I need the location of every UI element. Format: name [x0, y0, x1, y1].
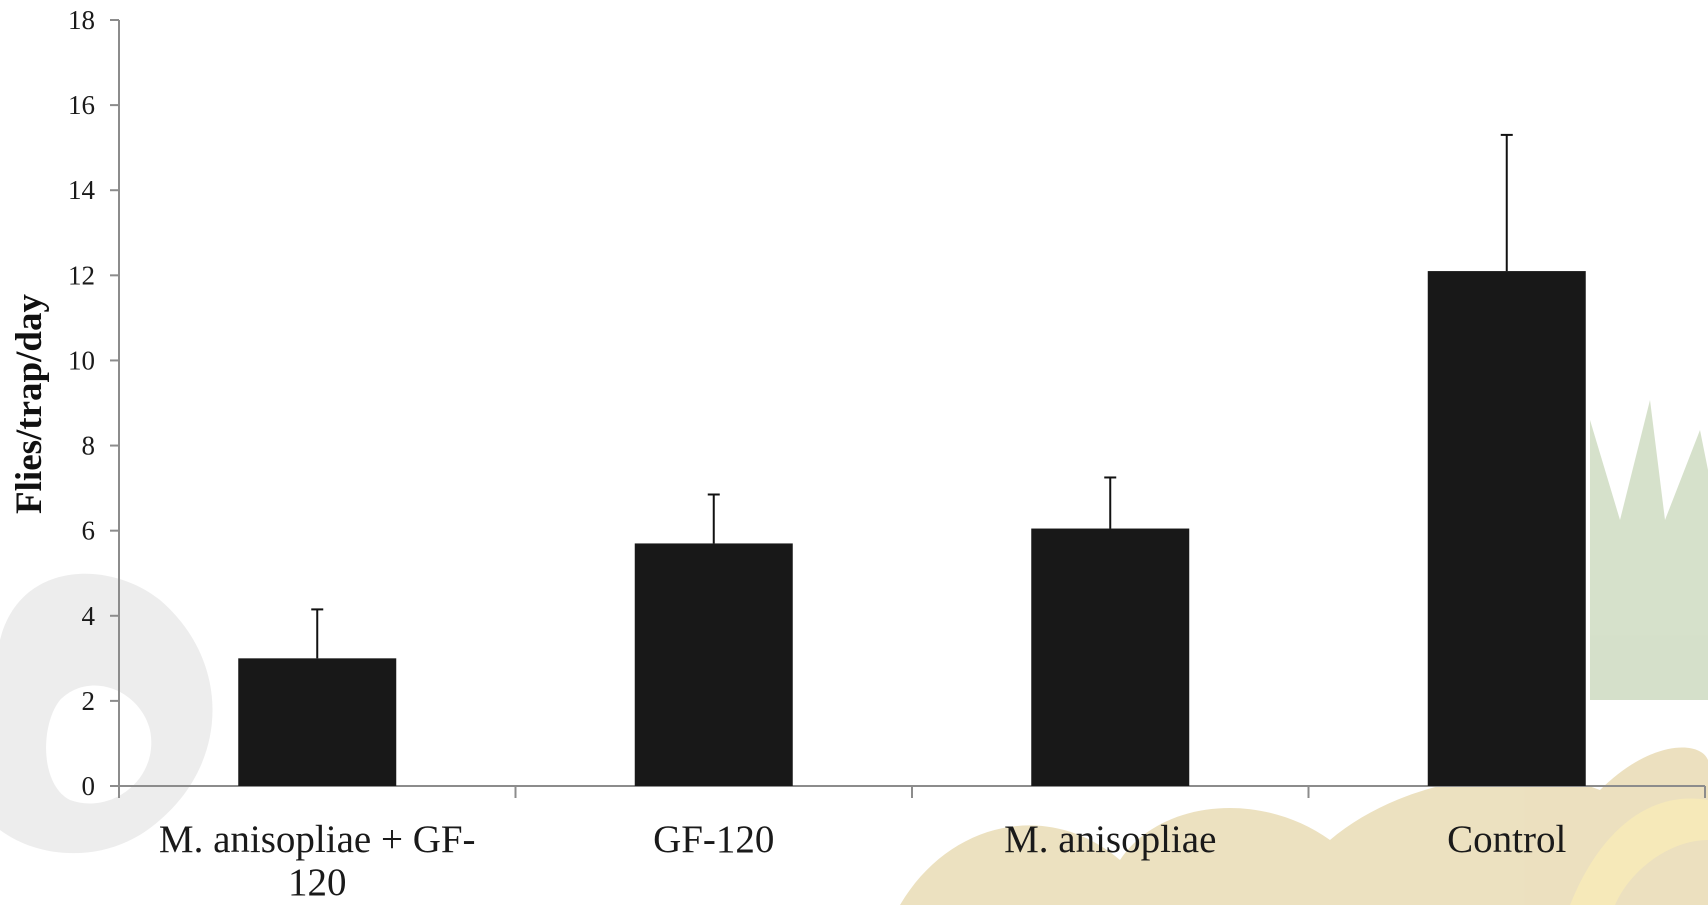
- y-tick-label: 16: [68, 90, 95, 120]
- y-axis: 0 2 4 6 8 10 12 14 16 18: [68, 5, 120, 801]
- category-label: Control: [1447, 818, 1566, 861]
- y-tick-label: 8: [82, 431, 96, 461]
- pineapple-leaves: [1590, 400, 1708, 700]
- category-label: 120: [288, 861, 347, 904]
- y-tick-label: 0: [82, 771, 96, 801]
- y-tick-label: 4: [82, 601, 96, 631]
- y-axis-label: Flies/trap/day: [9, 294, 50, 514]
- y-tick-label: 6: [82, 516, 96, 546]
- banana: [1570, 798, 1708, 905]
- bar: [238, 658, 397, 786]
- y-tick-label: 12: [68, 260, 95, 290]
- error-bars: [311, 133, 1513, 659]
- bar: [1427, 271, 1586, 787]
- bar: [1031, 528, 1190, 786]
- y-tick-label: 18: [68, 5, 95, 35]
- category-labels: M. anisopliae + GF-120 GF-120 M. anisoplia…: [159, 818, 1567, 904]
- category-label: GF-120: [653, 818, 774, 861]
- y-tick-label: 14: [68, 175, 96, 205]
- bars: [238, 271, 1586, 787]
- y-tick-label: 2: [82, 686, 96, 716]
- category-label: M. anisopliae: [1004, 818, 1216, 861]
- y-tick-label: 10: [68, 345, 95, 375]
- bar: [634, 543, 793, 786]
- watermark-swirl: [0, 573, 213, 854]
- watermark-swirl-inner: [46, 685, 152, 804]
- category-label: M. anisopliae + GF-: [159, 818, 476, 861]
